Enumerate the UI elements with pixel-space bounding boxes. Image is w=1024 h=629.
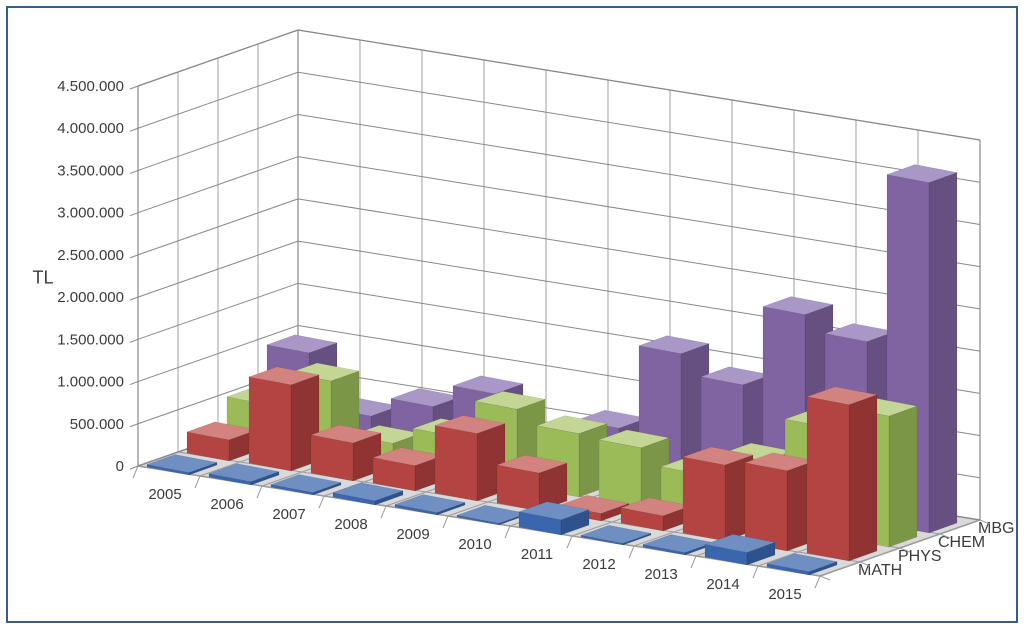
y-tick-label: 500.000 bbox=[70, 416, 124, 433]
x-tick-label: 2008 bbox=[334, 516, 367, 533]
bar bbox=[807, 387, 877, 561]
chart-container: 0 500.000 1.000.000 1.500.000 2.000.000 2.500… bbox=[6, 6, 1018, 623]
bar bbox=[249, 367, 319, 471]
x-tick-label: 2010 bbox=[458, 536, 491, 553]
x-tick-label: 2014 bbox=[706, 576, 739, 593]
x-tick-label: 2009 bbox=[396, 526, 429, 543]
z-series-label: MBG bbox=[978, 520, 1014, 537]
y-tick-label: 3.500.000 bbox=[57, 162, 124, 179]
y-tick-label: 3.000.000 bbox=[57, 205, 124, 222]
bar bbox=[373, 448, 443, 491]
x-tick-label: 2013 bbox=[644, 566, 677, 583]
y-axis-title: TL bbox=[32, 268, 53, 288]
bar bbox=[683, 447, 753, 541]
x-tick-label: 2015 bbox=[768, 586, 801, 603]
x-tick-label: 2005 bbox=[148, 486, 181, 503]
bar bbox=[435, 415, 505, 501]
three-d-bar-chart: 0 500.000 1.000.000 1.500.000 2.000.000 2.500… bbox=[8, 8, 1016, 621]
bar bbox=[599, 430, 669, 507]
z-series-label: MATH bbox=[858, 562, 902, 579]
y-tick-label: 4.500.000 bbox=[57, 78, 124, 95]
bar bbox=[497, 455, 567, 511]
x-tick-label: 2012 bbox=[582, 556, 615, 573]
y-tick-label: 4.000.000 bbox=[57, 120, 124, 137]
y-tick-label: 1.000.000 bbox=[57, 374, 124, 391]
x-tick-label: 2011 bbox=[521, 546, 553, 563]
x-tick-label: 2007 bbox=[272, 506, 305, 523]
z-series-label: PHYS bbox=[898, 548, 942, 565]
y-tick-label: 2.500.000 bbox=[57, 247, 124, 264]
bar bbox=[311, 425, 381, 481]
y-tick-label: 2.000.000 bbox=[57, 289, 124, 306]
y-tick-label: 0 bbox=[116, 458, 124, 475]
x-tick-label: 2006 bbox=[210, 496, 243, 513]
y-tick-label: 1.500.000 bbox=[57, 331, 124, 348]
bar bbox=[745, 453, 815, 551]
